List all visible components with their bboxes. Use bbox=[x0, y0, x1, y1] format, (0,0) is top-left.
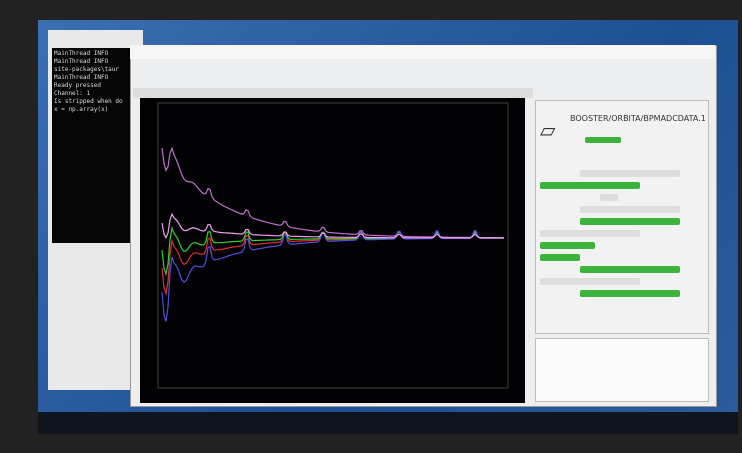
state-indicator bbox=[585, 137, 621, 143]
attribute-bar bbox=[540, 254, 580, 261]
attribute-list bbox=[540, 170, 702, 320]
terminal-line: site-packages\taur bbox=[54, 66, 138, 74]
taurus-icon: ▱ bbox=[540, 118, 555, 142]
terminal-line: MainThread INFO bbox=[54, 50, 138, 58]
panel-title: BOOSTER/ORBITA/BPMADCDATA.1 bbox=[570, 114, 706, 123]
attribute-bar bbox=[540, 182, 640, 189]
terminal-line: MainThread INFO bbox=[54, 74, 138, 82]
plot bbox=[140, 98, 525, 403]
attribute-bar bbox=[540, 278, 640, 285]
terminal-line: MainThread INFO bbox=[54, 58, 138, 66]
attribute-bar bbox=[540, 230, 640, 237]
attribute-bar bbox=[580, 218, 680, 225]
taskbar bbox=[38, 412, 738, 434]
terminal-line: x = np.array(x) bbox=[54, 106, 138, 114]
attribute-bar bbox=[580, 206, 680, 213]
plot-area bbox=[140, 98, 525, 403]
attribute-bar bbox=[580, 170, 680, 177]
tab-bar bbox=[133, 88, 533, 98]
attribute-bar bbox=[540, 242, 595, 249]
terminal-line: Is stripped when do bbox=[54, 98, 138, 106]
attribute-bar bbox=[580, 290, 680, 297]
title-bar bbox=[130, 45, 715, 59]
attribute-bar bbox=[600, 194, 618, 201]
terminal-line: Channel: 1 bbox=[54, 90, 138, 98]
terminal-line: Ready pressed bbox=[54, 82, 138, 90]
attribute-bar bbox=[580, 266, 680, 273]
screen-photo: MainThread INFOMainThread INFOsite-packa… bbox=[0, 0, 742, 453]
log-panel bbox=[535, 338, 709, 402]
